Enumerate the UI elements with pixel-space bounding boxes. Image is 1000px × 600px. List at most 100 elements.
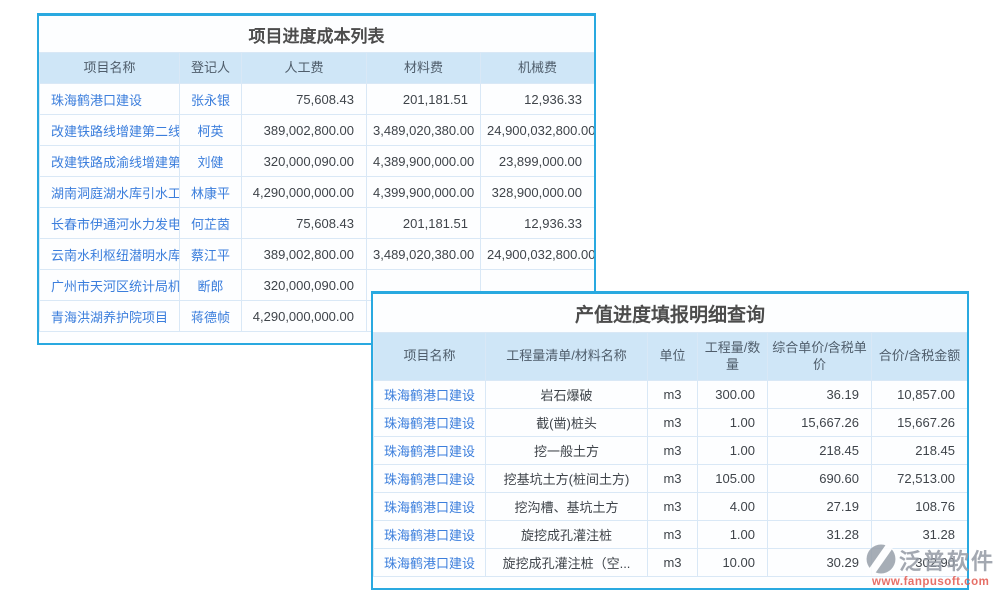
table-cell: 岩石爆破 [485, 380, 648, 409]
record-link[interactable]: 改建铁路线增建第二线... [39, 114, 180, 146]
table-cell: 24,900,032,800.00 [480, 114, 594, 146]
table-row: 云南水利枢纽潜明水库... 蔡江平 389,002,800.00 3,489,020,… [39, 238, 594, 270]
table-cell: 3,489,020,380.00 [366, 238, 481, 270]
table-row: 珠海鹤港口建设 挖沟槽、基坑土方 m3 4.00 27.19 108.76 [373, 492, 967, 521]
record-link[interactable]: 云南水利枢纽潜明水库... [39, 238, 180, 270]
cost-list-table: 项目名称 登记人 人工费 材料费 机械费 珠海鹤港口建设 张永银 75,608.43 201,… [39, 52, 594, 332]
record-link[interactable]: 何芷茵 [179, 207, 242, 239]
table-row: 改建铁路线增建第二线... 柯英 389,002,800.00 3,489,020,3… [39, 114, 594, 146]
table-cell: 1.00 [697, 520, 768, 549]
table-cell: 1.00 [697, 436, 768, 465]
table-cell: 201,181.51 [366, 207, 481, 239]
column-header: 工程量清单/材料名称 [485, 332, 648, 381]
record-link[interactable]: 珠海鹤港口建设 [373, 548, 486, 577]
table-cell: 4,399,900,000.00 [366, 176, 481, 208]
column-header: 工程量/数量 [697, 332, 768, 381]
table-cell: 30.29 [767, 548, 872, 577]
record-link[interactable]: 珠海鹤港口建设 [39, 83, 180, 115]
table-row: 长春市伊通河水力发电... 何芷茵 75,608.43 201,181.51 12,93… [39, 207, 594, 239]
table-cell: 218.45 [767, 436, 872, 465]
table-row: 珠海鹤港口建设 旋挖成孔灌注桩 m3 1.00 31.28 31.28 [373, 520, 967, 549]
cost-list-header-row: 项目名称 登记人 人工费 材料费 机械费 [39, 52, 594, 84]
column-header: 综合单价/含税单价 [767, 332, 872, 381]
record-link[interactable]: 蒋德帧 [179, 300, 242, 332]
table-cell: m3 [647, 436, 698, 465]
record-link[interactable]: 蔡江平 [179, 238, 242, 270]
table-row: 珠海鹤港口建设 旋挖成孔灌注桩（空... m3 10.00 30.29 302.90 [373, 548, 967, 577]
table-row: 珠海鹤港口建设 岩石爆破 m3 300.00 36.19 10,857.00 [373, 380, 967, 409]
table-cell: m3 [647, 408, 698, 437]
record-link[interactable]: 珠海鹤港口建设 [373, 492, 486, 521]
table-cell: m3 [647, 492, 698, 521]
table-cell: 15,667.26 [767, 408, 872, 437]
column-header: 项目名称 [39, 52, 180, 84]
table-cell: m3 [647, 520, 698, 549]
table-row: 湖南洞庭湖水库引水工... 林康平 4,290,000,000.00 4,399,90… [39, 176, 594, 208]
record-link[interactable]: 珠海鹤港口建设 [373, 520, 486, 549]
table-cell: m3 [647, 548, 698, 577]
column-header: 材料费 [366, 52, 481, 84]
record-link[interactable]: 珠海鹤港口建设 [373, 408, 486, 437]
record-link[interactable]: 刘健 [179, 145, 242, 177]
table-cell: 23,899,000.00 [480, 145, 594, 177]
table-cell: 201,181.51 [366, 83, 481, 115]
column-header: 登记人 [179, 52, 242, 84]
table-cell: 旋挖成孔灌注桩 [485, 520, 648, 549]
table-cell: 75,608.43 [241, 207, 367, 239]
table-cell: 27.19 [767, 492, 872, 521]
table-cell: 4,389,900,000.00 [366, 145, 481, 177]
column-header: 单位 [647, 332, 698, 381]
record-link[interactable]: 断郎 [179, 269, 242, 301]
table-cell: 截(凿)桩头 [485, 408, 648, 437]
table-cell: 320,000,090.00 [241, 269, 367, 301]
output-value-table: 项目名称 工程量清单/材料名称 单位 工程量/数量 综合单价/含税单价 合价/含税金额 珠… [373, 332, 967, 577]
record-link[interactable]: 珠海鹤港口建设 [373, 464, 486, 493]
record-link[interactable]: 青海洪湖养护院项目 [39, 300, 180, 332]
table-cell: 31.28 [871, 520, 967, 549]
table-cell: 12,936.33 [480, 207, 594, 239]
table-cell: 105.00 [697, 464, 768, 493]
table-cell: 旋挖成孔灌注桩（空... [485, 548, 648, 577]
table-cell: 320,000,090.00 [241, 145, 367, 177]
record-link[interactable]: 长春市伊通河水力发电... [39, 207, 180, 239]
table-cell: 218.45 [871, 436, 967, 465]
record-link[interactable]: 广州市天河区统计局机... [39, 269, 180, 301]
record-link[interactable]: 改建铁路成渝线增建第... [39, 145, 180, 177]
column-header: 机械费 [480, 52, 594, 84]
output-value-panel: 产值进度填报明细查询 项目名称 工程量清单/材料名称 单位 工程量/数量 综合单价/含税… [371, 291, 969, 590]
table-cell: 4,290,000,000.00 [241, 176, 367, 208]
cost-list-title: 项目进度成本列表 [39, 16, 594, 52]
table-cell: 75,608.43 [241, 83, 367, 115]
table-cell: 10.00 [697, 548, 768, 577]
table-cell: 389,002,800.00 [241, 114, 367, 146]
column-header: 项目名称 [373, 332, 486, 381]
table-row: 珠海鹤港口建设 挖基坑土方(桩间土方) m3 105.00 690.60 72,513.0… [373, 464, 967, 493]
record-link[interactable]: 珠海鹤港口建设 [373, 380, 486, 409]
record-link[interactable]: 湖南洞庭湖水库引水工... [39, 176, 180, 208]
table-cell: 328,900,000.00 [480, 176, 594, 208]
record-link[interactable]: 张永银 [179, 83, 242, 115]
record-link[interactable]: 珠海鹤港口建设 [373, 436, 486, 465]
table-cell: 挖基坑土方(桩间土方) [485, 464, 648, 493]
table-cell: 302.90 [871, 548, 967, 577]
table-cell: m3 [647, 464, 698, 493]
record-link[interactable]: 柯英 [179, 114, 242, 146]
table-cell: 12,936.33 [480, 83, 594, 115]
record-link[interactable]: 林康平 [179, 176, 242, 208]
table-cell: 挖一般土方 [485, 436, 648, 465]
table-cell: m3 [647, 380, 698, 409]
table-cell: 15,667.26 [871, 408, 967, 437]
column-header: 合价/含税金额 [871, 332, 967, 381]
table-cell: 24,900,032,800.00 [480, 238, 594, 270]
table-row: 珠海鹤港口建设 张永银 75,608.43 201,181.51 12,936.33 [39, 83, 594, 115]
output-value-header-row: 项目名称 工程量清单/材料名称 单位 工程量/数量 综合单价/含税单价 合价/含税金额 [373, 332, 967, 381]
table-cell: 690.60 [767, 464, 872, 493]
table-row: 珠海鹤港口建设 挖一般土方 m3 1.00 218.45 218.45 [373, 436, 967, 465]
table-cell: 108.76 [871, 492, 967, 521]
table-cell: 31.28 [767, 520, 872, 549]
table-row: 改建铁路成渝线增建第... 刘健 320,000,090.00 4,389,900,0… [39, 145, 594, 177]
table-cell: 4.00 [697, 492, 768, 521]
table-cell: 挖沟槽、基坑土方 [485, 492, 648, 521]
column-header: 人工费 [241, 52, 367, 84]
output-value-title: 产值进度填报明细查询 [373, 294, 967, 332]
